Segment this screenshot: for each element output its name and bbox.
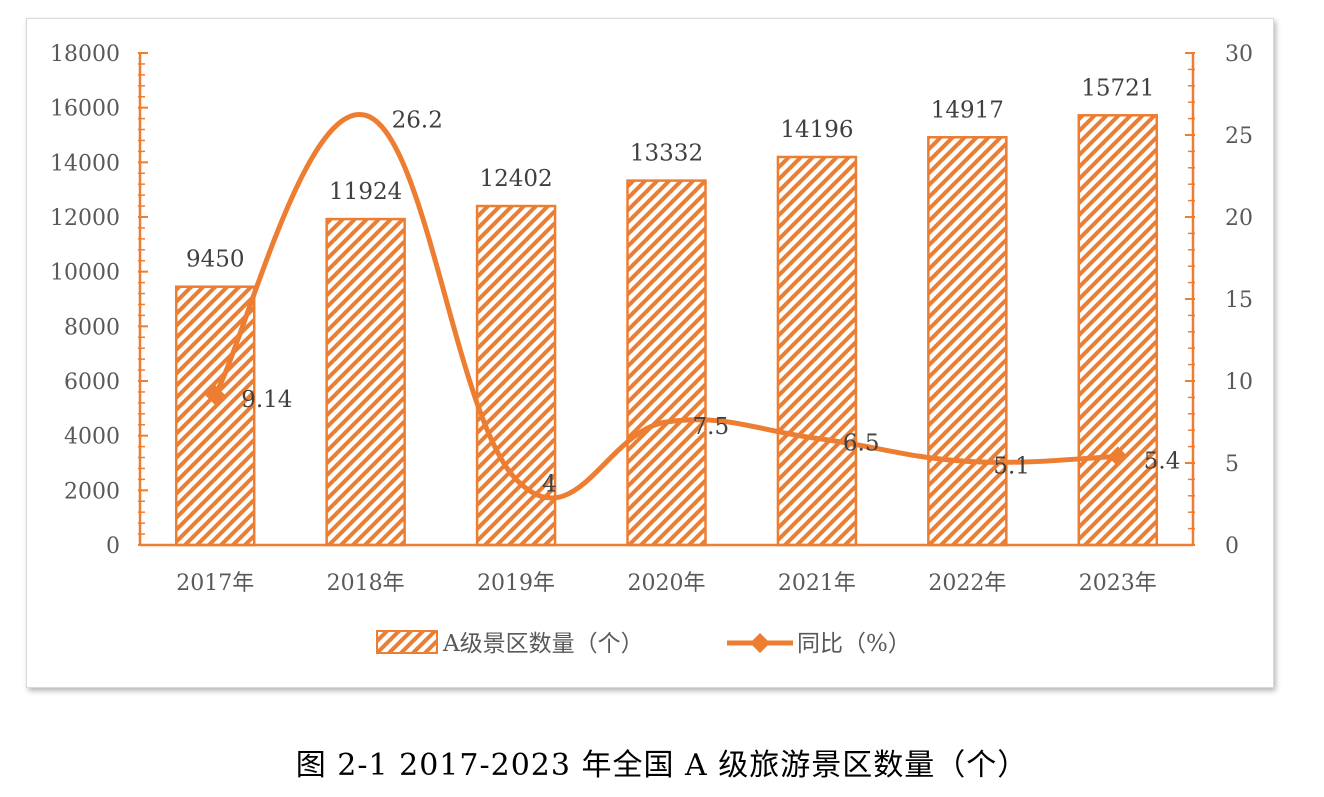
bar-value-label: 15721	[1081, 75, 1154, 101]
yoy-marker	[205, 385, 226, 406]
yoy-value-label: 5.4	[1144, 448, 1181, 474]
right-tick-label: 5	[1225, 452, 1239, 477]
labels-layer: 9450 11924 12402 13332 14196 14917 15721 9.14 26…	[186, 75, 1180, 497]
left-tick-label: 12000	[50, 206, 120, 231]
left-tick-label: 10000	[50, 261, 120, 286]
yoy-marker	[1107, 446, 1128, 467]
bar-value-label: 11924	[329, 179, 402, 205]
legend-bar-label: A级景区数量（个）	[442, 631, 644, 657]
right-tick-label: 20	[1225, 206, 1253, 231]
left-tick-label: 2000	[64, 479, 120, 504]
chart-svg: 0 2000 4000 6000 8000 10000 12000 14000 16000 180…	[50, 42, 1253, 657]
bar	[325, 217, 406, 547]
bar-value-label: 9450	[186, 247, 245, 273]
bar-value-label: 12402	[479, 166, 552, 192]
right-tick-label: 15	[1225, 288, 1253, 313]
figure-caption: 图 2-1 2017-2023 年全国 A 级旅游景区数量（个）	[295, 748, 1029, 783]
yoy-value-label: 7.5	[693, 414, 730, 440]
yoy-value-label: 6.5	[843, 430, 880, 456]
x-tick-label: 2019年	[477, 571, 555, 596]
right-tick-label: 30	[1225, 42, 1253, 67]
yoy-line	[212, 112, 1121, 501]
legend-line-marker	[750, 633, 770, 653]
x-tick-label: 2021年	[778, 571, 856, 596]
right-tick-label: 10	[1225, 370, 1253, 395]
bar-value-label: 14917	[931, 97, 1004, 123]
bar	[776, 155, 858, 547]
x-tick-label: 2023年	[1079, 571, 1157, 596]
bar-value-label: 13332	[630, 141, 703, 167]
chart-frame: 0 2000 4000 6000 8000 10000 12000 14000 16000 180…	[26, 18, 1274, 688]
right-tick-label: 25	[1225, 124, 1253, 149]
axes-layer: 0 2000 4000 6000 8000 10000 12000 14000 16000 180…	[50, 42, 1253, 596]
left-tick-label: 4000	[64, 425, 120, 450]
left-tick-label: 14000	[50, 151, 120, 176]
bar	[927, 136, 1008, 547]
bar	[626, 179, 707, 547]
x-tick-label: 2020年	[628, 571, 706, 596]
bars-layer	[174, 114, 1159, 547]
line-layer	[205, 112, 1128, 501]
yoy-value-label: 4	[542, 471, 557, 497]
bar	[475, 204, 557, 547]
legend-line-label: 同比（%）	[797, 631, 911, 657]
yoy-value-label: 26.2	[392, 107, 443, 133]
x-tick-label: 2018年	[327, 571, 405, 596]
right-tick-label: 0	[1225, 534, 1239, 559]
legend-bar-swatch	[376, 630, 438, 654]
bar	[1077, 114, 1159, 547]
x-tick-label: 2022年	[928, 571, 1006, 596]
yoy-value-label: 9.14	[241, 387, 292, 413]
left-tick-label: 16000	[50, 97, 120, 122]
left-tick-label: 0	[106, 534, 120, 559]
bar-value-label: 14196	[780, 117, 853, 143]
x-tick-label: 2017年	[176, 571, 254, 596]
left-tick-label: 8000	[64, 315, 120, 340]
left-tick-label: 18000	[50, 42, 120, 67]
left-tick-label: 6000	[64, 370, 120, 395]
legend-layer: A级景区数量（个） 同比（%）	[376, 630, 911, 657]
yoy-value-label: 5.1	[993, 453, 1030, 479]
